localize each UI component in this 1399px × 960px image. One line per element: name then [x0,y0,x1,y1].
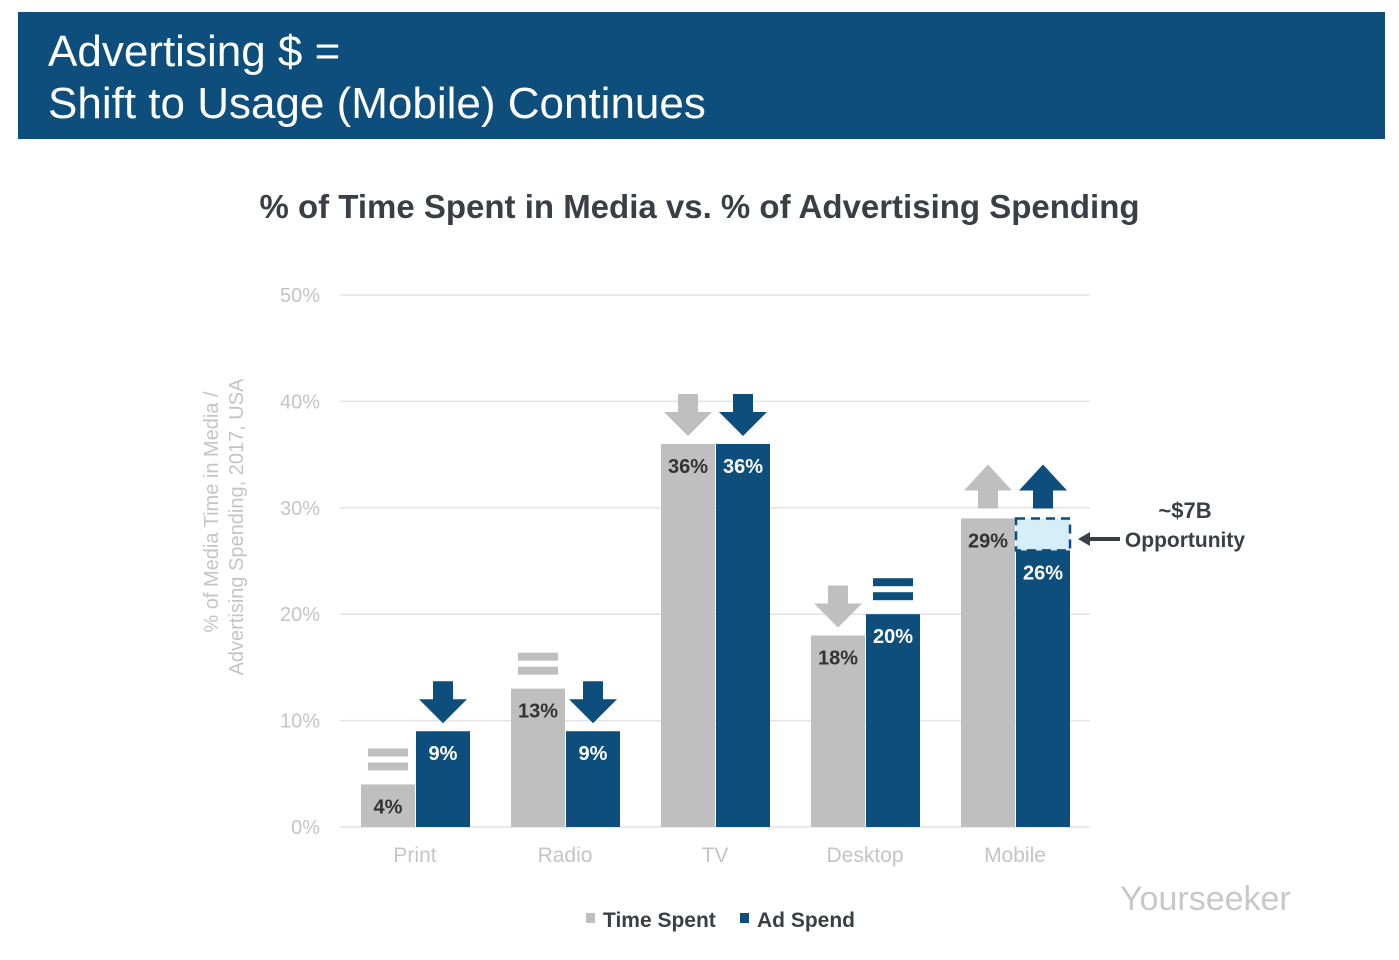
down-arrow-icon [814,585,862,628]
bar-ad-spend [716,443,770,827]
data-label: 26% [1023,562,1063,584]
data-label: 9% [579,743,608,765]
data-label: 20% [873,626,913,648]
watermark: Yourseeker [1120,880,1291,918]
equal-indicator-icon [518,652,558,661]
y-tick-label: 30% [280,498,320,520]
bar-ad-spend [1016,550,1070,827]
x-tick-label: Desktop [826,844,903,867]
data-label: 4% [374,796,403,818]
slide-header: Advertising $ = Shift to Usage (Mobile) … [18,12,1385,139]
equal-indicator-icon [368,748,408,757]
data-label: 9% [429,743,458,765]
y-axis-label: % of Media Time in Media / [201,391,223,633]
x-tick-label: Mobile [984,844,1046,867]
annotation-value: ~$7B [1158,498,1211,523]
equal-indicator-icon [873,578,913,587]
down-arrow-icon [664,393,712,436]
legend-label: Ad Spend [757,909,855,932]
x-tick-label: Print [393,844,436,867]
bar-ad-spend [416,731,470,827]
header-line1: Advertising $ = [48,27,341,76]
equal-indicator-icon [518,666,558,675]
data-label: 36% [668,456,708,478]
data-label: 18% [818,647,858,669]
equal-indicator-icon [368,762,408,771]
bar-ad-spend [566,731,620,827]
data-label: 29% [968,530,1008,552]
y-tick-label: 40% [280,391,320,413]
down-arrow-icon [419,681,467,724]
annotation-label: Opportunity [1125,529,1245,552]
y-axis-label: Advertising Spending, 2017, USA [226,378,248,676]
equal-indicator-icon [873,592,913,601]
legend-label: Time Spent [603,909,716,932]
y-tick-label: 20% [280,604,320,626]
bar-time-spent [811,635,865,827]
y-tick-label: 0% [291,817,320,839]
x-tick-label: TV [702,844,729,867]
x-tick-label: Radio [538,844,593,867]
bar-ad-spend [866,614,920,827]
up-arrow-icon [1019,464,1067,509]
bar-time-spent [961,518,1015,827]
header-line2: Shift to Usage (Mobile) Continues [48,79,706,128]
bar-time-spent [511,688,565,827]
legend-swatch [740,913,749,923]
bar-time-spent [361,784,415,827]
down-arrow-icon [719,393,767,436]
bar-time-spent [661,443,715,827]
data-label: 36% [723,456,763,478]
chart-title: % of Time Spent in Media vs. % of Advert… [259,188,1140,225]
up-arrow-icon [964,464,1012,509]
left-arrow-icon [1078,532,1120,546]
y-tick-label: 10% [280,711,320,733]
y-tick-label: 50% [280,285,320,307]
down-arrow-icon [569,681,617,724]
legend-swatch [586,913,595,923]
opportunity-gap [1014,517,1072,552]
data-label: 13% [518,701,558,723]
